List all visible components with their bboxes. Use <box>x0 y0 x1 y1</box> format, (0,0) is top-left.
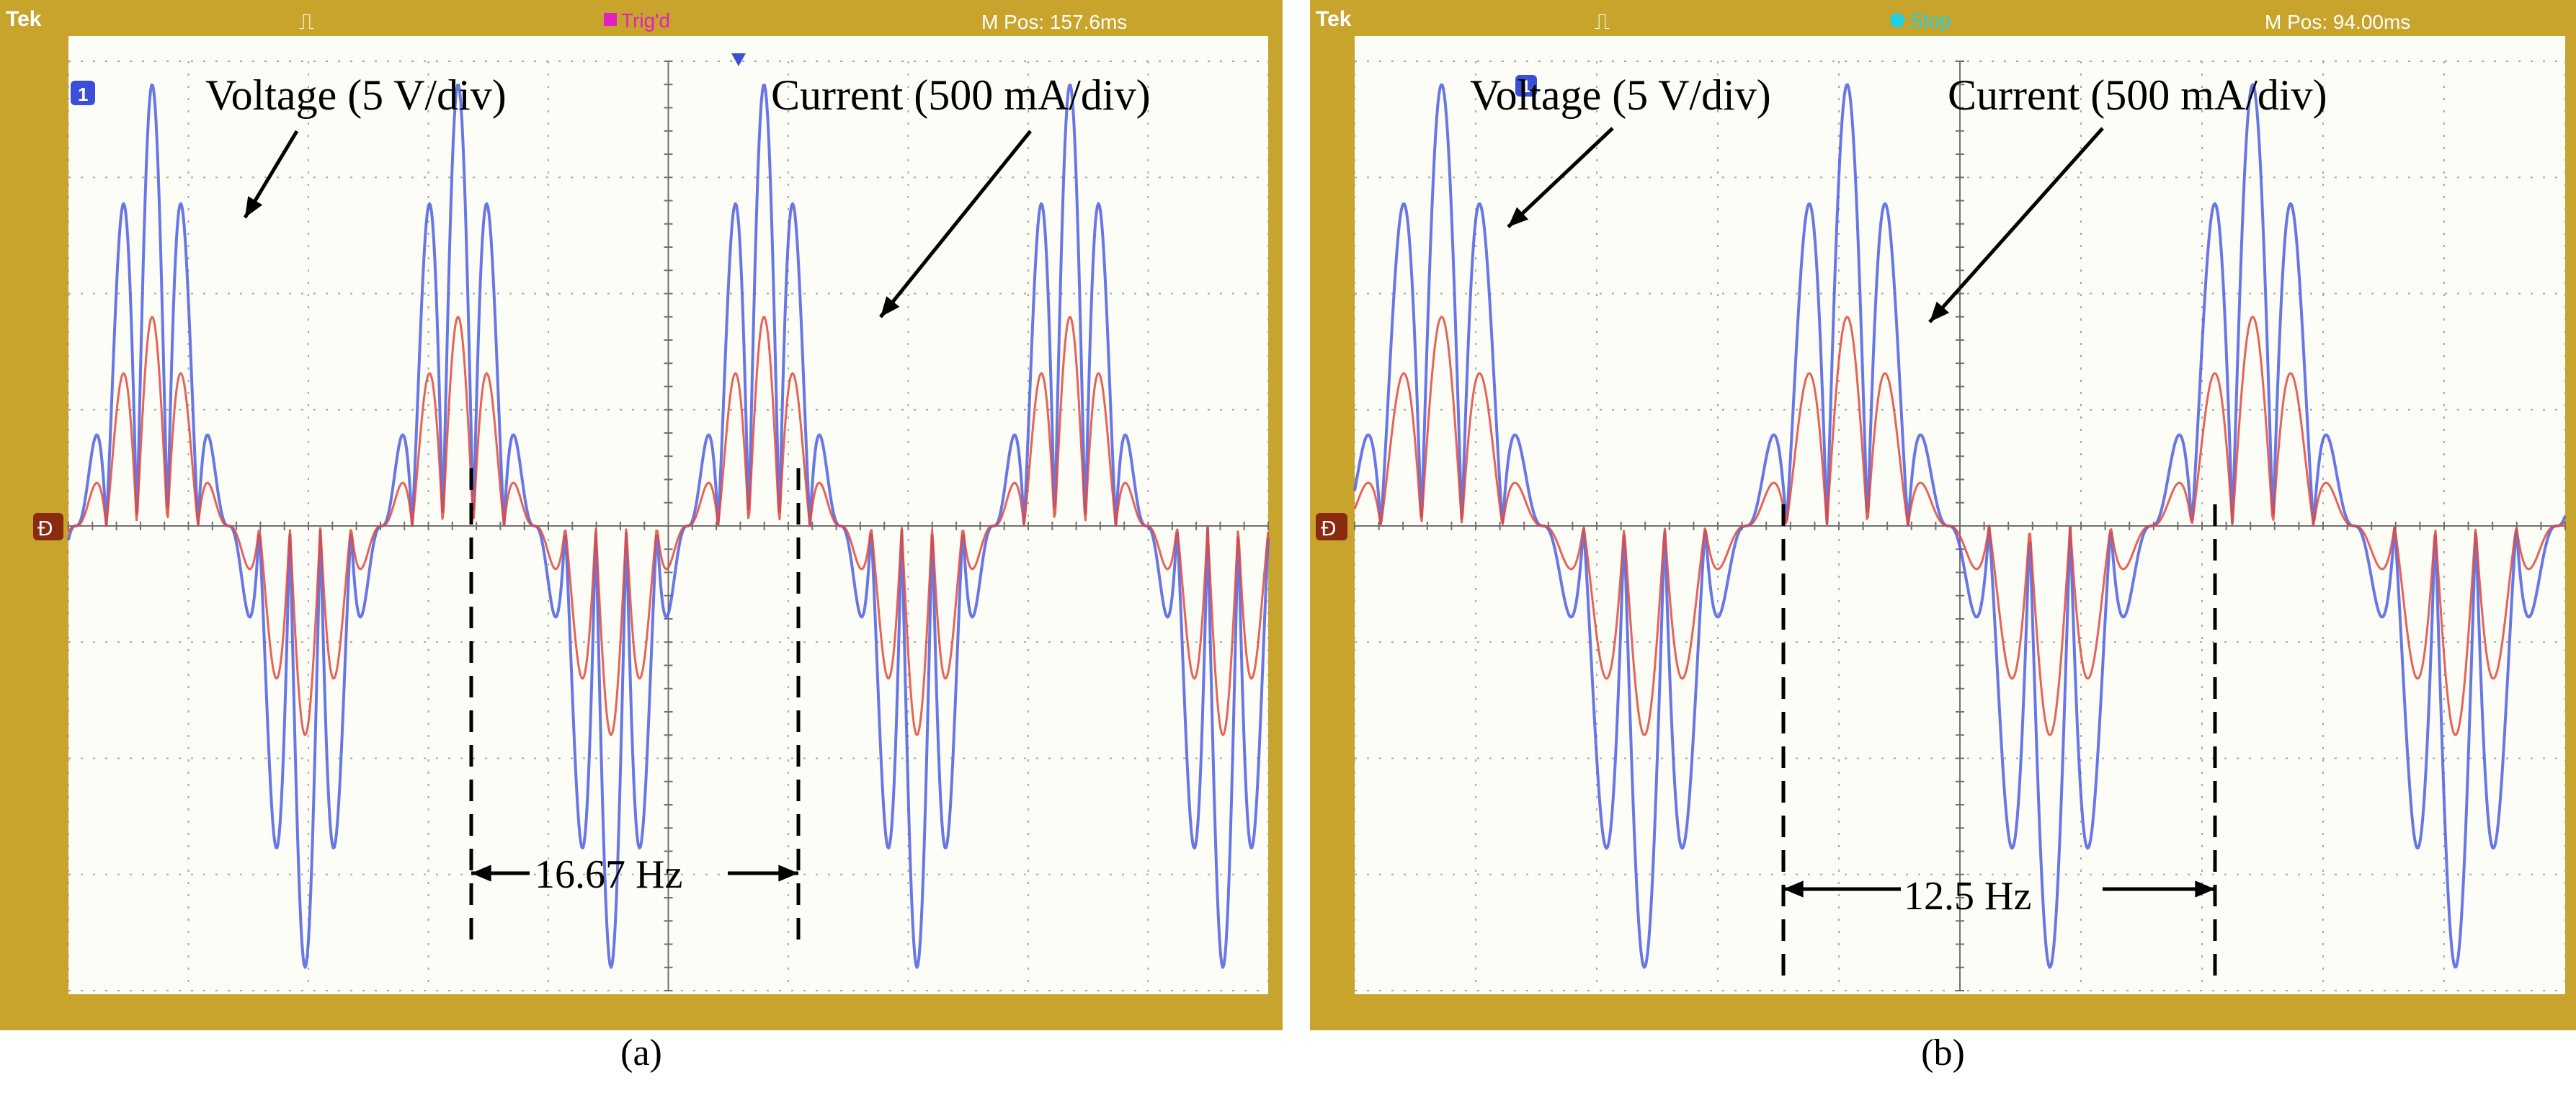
state-indicator-icon <box>604 13 617 26</box>
frequency-label: 16.67 Hz <box>535 852 682 897</box>
main-position-readout: M Pos: 94.00ms <box>2265 11 2410 33</box>
period-span-arrow-left-head <box>471 865 491 882</box>
acquisition-state: Stop <box>1909 9 1951 32</box>
trigger-icon: ⎍ <box>299 9 314 35</box>
main-position-readout: M Pos: 157.6ms <box>981 11 1127 33</box>
voltage-label: Voltage (5 V/div) <box>1470 71 1771 119</box>
oscilloscope-screen-b: Tek ⎍ Stop M Pos: 94.00ms 1 Ð Voltage (5… <box>1310 0 2576 1030</box>
period-span-arrow-right-head <box>2195 880 2215 898</box>
traces <box>1353 83 2567 969</box>
current-arrow-head <box>1930 301 1950 322</box>
voltage-arrow-head <box>1508 207 1529 227</box>
ch1-marker-icon <box>71 81 95 105</box>
brand-label: Tek <box>1316 7 1352 31</box>
period-span-arrow-right-head <box>778 865 798 882</box>
voltage-trace <box>67 84 1270 969</box>
trigger-position-icon <box>731 53 746 66</box>
ch1-marker-label: 1 <box>78 84 88 105</box>
current-trace <box>67 316 1270 736</box>
current-arrow <box>879 130 1032 318</box>
current-label: Current (500 mA/div) <box>1948 71 2327 119</box>
current-arrow-head <box>881 296 900 317</box>
trigger-icon: ⎍ <box>1595 9 1610 35</box>
voltage-label: Voltage (5 V/div) <box>205 71 507 119</box>
voltage-arrow-head <box>245 196 263 218</box>
caption-a: (a) <box>620 1032 662 1074</box>
oscilloscope-panel-a: Tek ⎍ Trig'd M Pos: 157.6ms 1 Ð Voltage … <box>0 0 1283 1098</box>
period-span-arrow-left-head <box>1783 880 1804 898</box>
state-indicator-icon <box>1890 13 1904 27</box>
current-trace <box>1353 316 2567 736</box>
brand-label: Tek <box>6 7 42 31</box>
oscilloscope-screen-a: Tek ⎍ Trig'd M Pos: 157.6ms 1 Ð Voltage … <box>0 0 1283 1030</box>
acquisition-state: Trig'd <box>621 9 670 32</box>
current-arrow <box>1928 127 2104 323</box>
caption-b: (b) <box>1921 1032 1965 1074</box>
oscilloscope-panel-b: Tek ⎍ Stop M Pos: 94.00ms 1 Ð Voltage (5… <box>1310 0 2576 1098</box>
graticule <box>68 61 1269 991</box>
ch1-marker-icon <box>1515 75 1537 97</box>
ground-marker-label: Ð <box>37 517 53 540</box>
voltage-trace <box>1353 83 2567 969</box>
frequency-label: 12.5 Hz <box>1904 874 2031 919</box>
annotations <box>243 130 1032 940</box>
ch1-marker-label: 1 <box>1521 77 1530 97</box>
traces <box>67 84 1270 969</box>
ground-marker-icon <box>1316 513 1347 540</box>
ground-marker-label: Ð <box>1321 517 1337 540</box>
ground-marker-icon <box>33 513 63 540</box>
graticule <box>1354 61 2566 991</box>
annotations <box>1507 127 2217 980</box>
current-label: Current (500 mA/div) <box>771 71 1151 119</box>
voltage-arrow <box>1507 127 1614 228</box>
